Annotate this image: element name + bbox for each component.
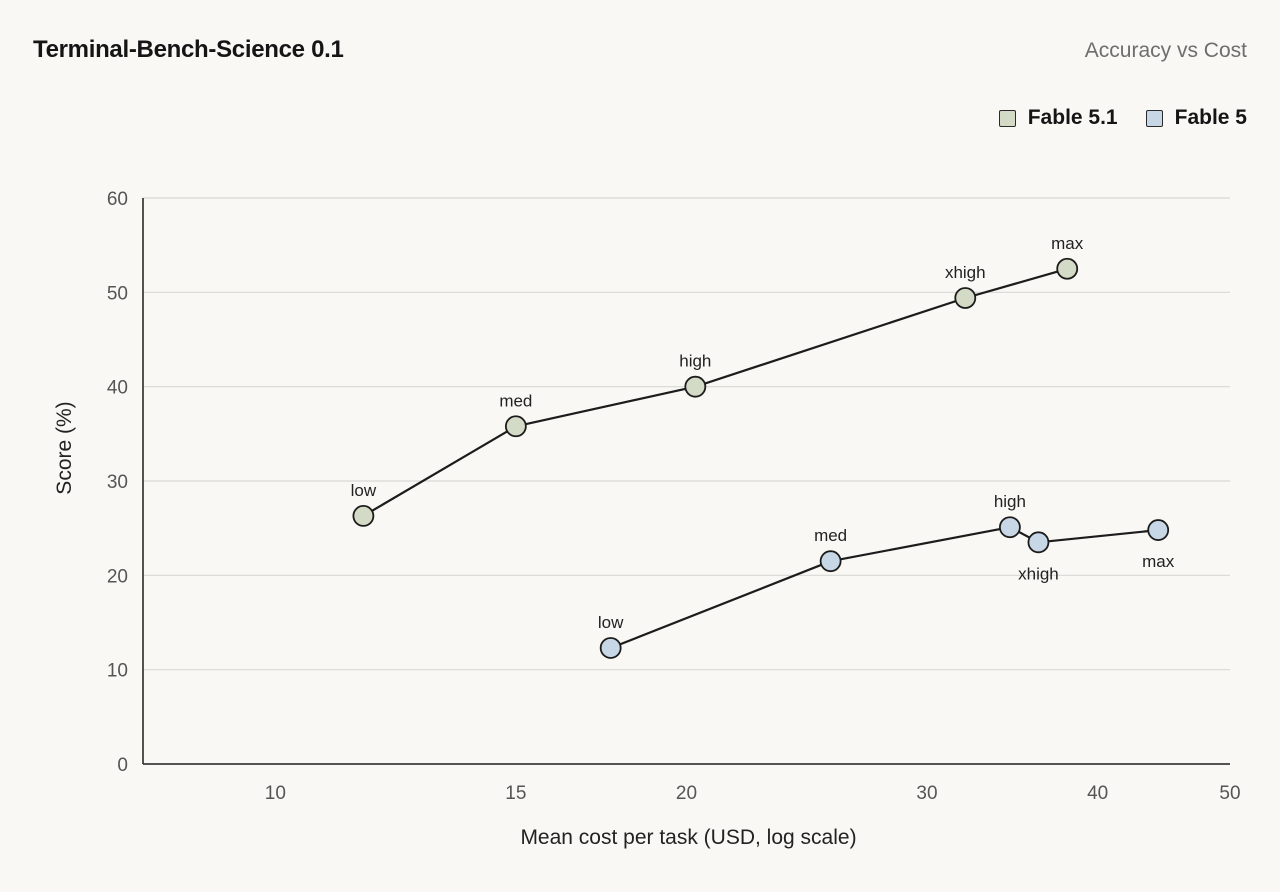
x-axis-title: Mean cost per task (USD, log scale) xyxy=(520,826,856,849)
y-tick-label: 30 xyxy=(107,472,128,493)
data-label: med xyxy=(499,391,532,410)
data-label: max xyxy=(1051,234,1084,253)
axis-layer: 0 10 20 30 40 50 60 10 15 20 30 40 50 xyxy=(107,189,1241,804)
data-label: low xyxy=(598,613,624,632)
y-axis-title: Score (%) xyxy=(53,401,76,494)
series-layer: low med high xhigh max low med high xhigh max xyxy=(351,234,1175,659)
x-tick-label: 30 xyxy=(916,783,937,804)
chart-subtitle: Accuracy vs Cost xyxy=(1084,39,1247,62)
data-point xyxy=(954,287,977,309)
y-tick-label: 10 xyxy=(107,661,128,682)
series-1: low med high xhigh max xyxy=(351,234,1084,527)
data-label: low xyxy=(351,481,377,500)
legend-item-series-2: Fable 5 xyxy=(1145,106,1247,130)
y-tick-label: 20 xyxy=(107,566,128,587)
data-point xyxy=(1147,519,1170,541)
series-2: low med high xhigh max xyxy=(598,492,1175,659)
legend-item-series-1: Fable 5.1 xyxy=(998,106,1118,130)
data-label: med xyxy=(814,526,847,545)
legend-label-series-2: Fable 5 xyxy=(1174,106,1247,129)
legend-swatch-series-2 xyxy=(1145,109,1163,127)
x-tick-label: 20 xyxy=(676,783,697,804)
y-tick-label: 40 xyxy=(107,378,128,399)
data-point xyxy=(1056,257,1079,280)
data-point xyxy=(599,637,622,659)
y-tick-label: 50 xyxy=(107,283,128,304)
legend-swatch-series-1 xyxy=(998,109,1016,127)
legend-label-series-1: Fable 5.1 xyxy=(1027,106,1118,129)
chart-legend: Fable 5.1 Fable 5 xyxy=(998,106,1247,130)
data-point xyxy=(504,415,527,438)
x-tick-label: 15 xyxy=(505,783,526,804)
data-point xyxy=(352,505,375,527)
data-point xyxy=(684,375,707,398)
data-point xyxy=(1027,531,1050,554)
data-label: high xyxy=(994,492,1026,511)
data-label: xhigh xyxy=(945,263,986,282)
data-label: max xyxy=(1142,552,1175,571)
data-label: high xyxy=(679,352,711,371)
data-point xyxy=(999,516,1021,539)
data-label: xhigh xyxy=(1018,564,1059,583)
y-tick-label: 0 xyxy=(117,755,128,776)
x-tick-label: 40 xyxy=(1087,783,1108,804)
data-point xyxy=(819,550,842,573)
x-tick-label: 50 xyxy=(1219,783,1240,804)
chart-title: Terminal-Bench-Science 0.1 xyxy=(33,36,344,63)
series-line xyxy=(610,526,1159,650)
x-tick-label: 10 xyxy=(265,783,286,804)
y-tick-label: 60 xyxy=(107,189,128,210)
